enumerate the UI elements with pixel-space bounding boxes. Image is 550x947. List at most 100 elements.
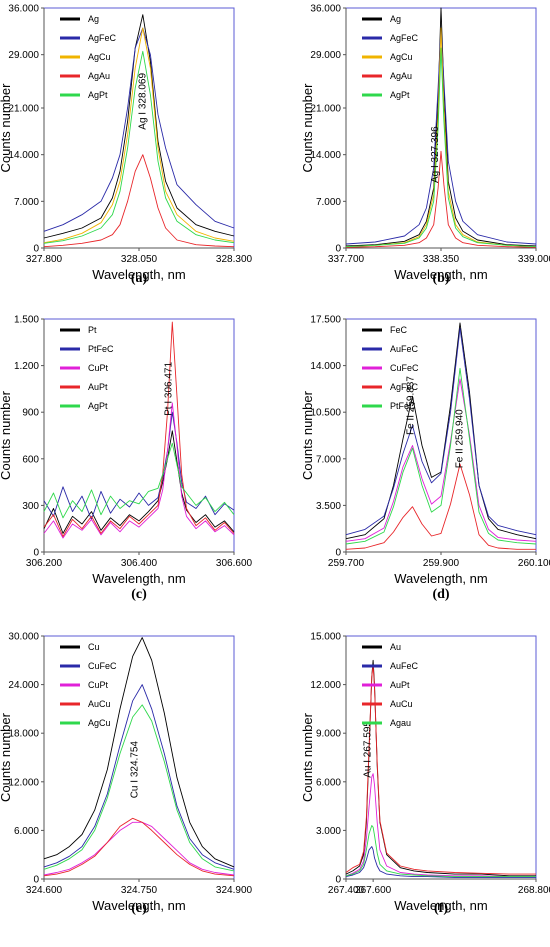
peak-annotation: Cu I 324.754 — [130, 741, 141, 799]
legend-label: Ag — [88, 14, 99, 24]
x-tick-label: 338.350 — [423, 254, 460, 265]
legend-label: CuPt — [88, 363, 109, 373]
y-tick-label: 7.000 — [316, 454, 341, 465]
legend-label: Pt — [88, 325, 97, 335]
series-line-AgAu — [43, 154, 235, 248]
plot-frame — [345, 635, 537, 880]
x-tick-label: 306.200 — [26, 558, 63, 569]
x-tick-label: 327.800 — [26, 254, 63, 265]
x-tick-label: 267.400 — [328, 885, 365, 896]
series-line-AuFeC — [345, 846, 536, 878]
series-line-PtFeC — [345, 367, 537, 545]
x-tick-label: 328.050 — [121, 254, 158, 265]
x-tick-label: 324.750 — [121, 885, 158, 896]
series-line-CuFeC — [43, 684, 235, 870]
plot-frame — [345, 318, 537, 553]
x-axis-label: Wavelength, nm — [394, 571, 487, 586]
series-line-AgFeC — [345, 463, 536, 550]
chart-panel-3: 0 300 600 900 1.200 1.500 306.200 306.400 306.60… — [0, 315, 253, 603]
series-line-PtFeC — [43, 411, 235, 520]
y-tick-label: 14.000 — [310, 150, 341, 161]
y-tick-label: 0 — [335, 548, 341, 559]
y-tick-label: 9.000 — [316, 729, 341, 740]
chart-panel-2: 0 7.000 14.000 21.000 29.000 36.000 337.700 338… — [300, 4, 550, 287]
y-tick-label: 3.500 — [316, 501, 341, 512]
y-tick-label: 6.000 — [316, 777, 341, 788]
legend-label: AgPt — [390, 90, 410, 100]
legend-label: AgFeC — [88, 33, 117, 43]
y-axis-label: Counts number — [0, 83, 13, 173]
y-tick-label: 21.000 — [310, 104, 341, 115]
y-tick-label: 17.500 — [310, 315, 341, 326]
y-tick-label: 1.200 — [14, 361, 39, 372]
legend-label: AgCu — [88, 718, 111, 728]
y-tick-label: 14.000 — [310, 361, 341, 372]
peak-annotation: Fe II 259.940 — [454, 409, 465, 468]
y-tick-label: 36.000 — [8, 4, 39, 15]
y-tick-label: 21.000 — [8, 104, 39, 115]
legend-label: CuFeC — [88, 661, 117, 671]
legend-label: AgPt — [88, 90, 108, 100]
x-axis-label: Wavelength, nm — [92, 898, 185, 913]
y-axis-label: Counts number — [300, 83, 315, 173]
x-tick-label: 306.600 — [216, 558, 253, 569]
series-line-AgAu — [345, 150, 537, 248]
y-tick-label: 12.000 — [8, 777, 39, 788]
y-axis-label: Counts number — [300, 390, 315, 480]
series-line-Cu — [43, 637, 235, 868]
series-line-AuCu — [345, 664, 536, 875]
chart-panel-4: 0 3.500 7.000 10.500 14.000 17.500 259.700 259.… — [300, 315, 550, 603]
legend-label: FeC — [390, 325, 408, 335]
y-axis-label: Counts number — [300, 712, 315, 802]
x-axis-label: Wavelength, nm — [92, 571, 185, 586]
legend-label: AgFeC — [390, 33, 419, 43]
panel-caption: (c) — [131, 587, 147, 602]
y-tick-label: 14.000 — [8, 150, 39, 161]
legend-label: CuPt — [88, 680, 109, 690]
peak-annotation: Au I 267.595 — [362, 721, 373, 778]
chart-panel-5: 0 6.000 12.000 18.000 24.000 30.000 324.600 324… — [0, 632, 253, 917]
x-tick-label: 328.300 — [216, 254, 253, 265]
legend-label: AgCu — [88, 52, 111, 62]
series-line-AuCu — [43, 817, 235, 877]
series-line-AgCu — [345, 27, 537, 248]
series-line-AuFeC — [345, 327, 537, 536]
y-tick-label: 600 — [22, 454, 39, 465]
legend-label: Cu — [88, 642, 100, 652]
series-line-CuPt — [43, 402, 235, 539]
x-tick-label: 259.700 — [328, 558, 365, 569]
x-tick-label: 306.400 — [121, 558, 158, 569]
x-tick-label: 268.800 — [518, 885, 550, 896]
x-tick-label: 339.000 — [518, 254, 550, 265]
x-axis-label: Wavelength, nm — [394, 898, 487, 913]
series-line-AgCu — [43, 704, 235, 872]
x-tick-label: 267.600 — [355, 885, 392, 896]
legend-label: CuFeC — [390, 363, 419, 373]
peak-annotation: Pt I 306.471 — [163, 361, 174, 415]
legend-label: AuCu — [390, 699, 413, 709]
y-tick-label: 300 — [22, 501, 39, 512]
legend-label: AgAu — [88, 71, 110, 81]
legend-label: AuPt — [88, 382, 108, 392]
chart-panel-1: 0 7.000 14.000 21.000 29.000 36.000 327.800 328… — [0, 4, 253, 287]
series-line-AgFeC — [43, 27, 235, 232]
legend-label: AgCu — [390, 52, 413, 62]
series-line-AgPt — [43, 442, 235, 519]
y-tick-label: 0 — [33, 548, 39, 559]
panel-caption: (d) — [432, 587, 449, 602]
legend-label: Ag — [390, 14, 401, 24]
panel-caption: (a) — [131, 271, 148, 286]
x-tick-label: 337.700 — [328, 254, 365, 265]
peak-annotation: Ag I 328.069 — [137, 73, 148, 130]
y-tick-label: 900 — [22, 408, 39, 419]
y-tick-label: 24.000 — [8, 680, 39, 691]
y-tick-label: 29.000 — [8, 50, 39, 61]
legend-label: PtFeC — [88, 344, 114, 354]
y-tick-label: 12.000 — [310, 680, 341, 691]
series-line-FeC — [345, 322, 537, 540]
legend-label: Agau — [390, 718, 411, 728]
y-tick-label: 6.000 — [14, 826, 39, 837]
y-tick-label: 0 — [33, 244, 39, 255]
legend-label: Au — [390, 642, 401, 652]
